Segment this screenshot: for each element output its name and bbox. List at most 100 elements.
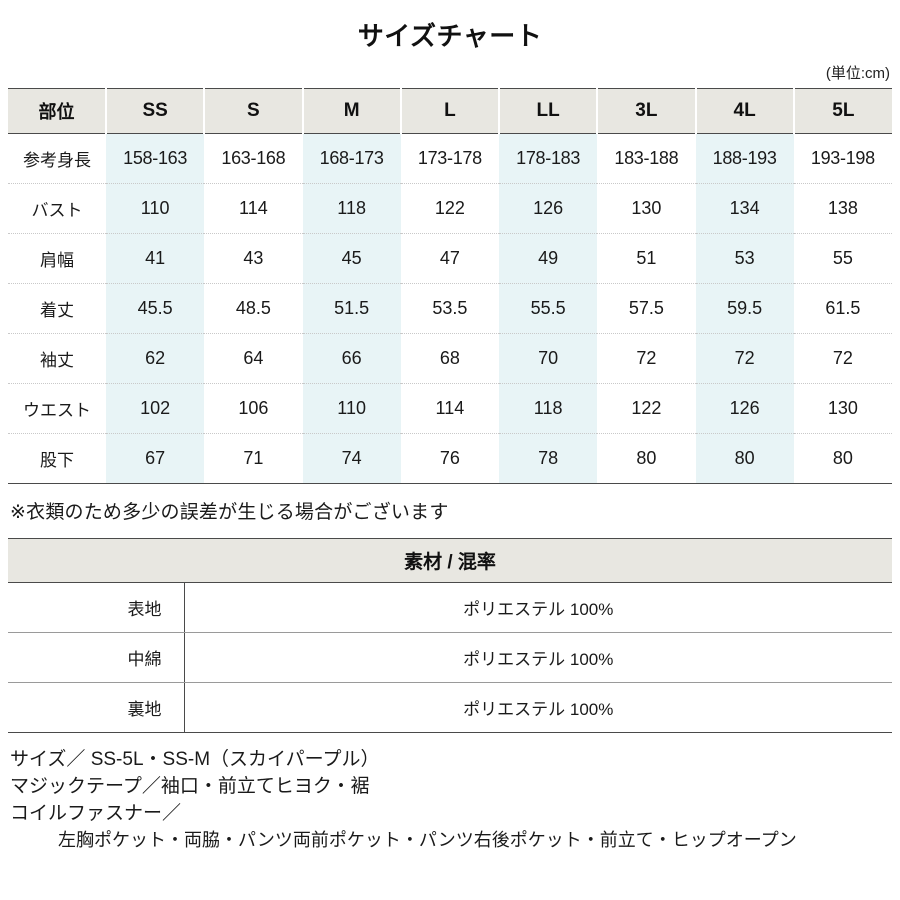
material-header-row: 素材 / 混率: [8, 538, 892, 583]
table-row: 着丈 45.5 48.5 51.5 53.5 55.5 57.5 59.5 61…: [8, 283, 892, 334]
cell-value: 102: [106, 383, 205, 434]
cell-value: 110: [302, 383, 401, 434]
table-row: 参考身長 158-163 163-168 168-173 173-178 178…: [8, 133, 892, 184]
cell-value: 57.5: [597, 283, 696, 334]
cell-value: 158-163: [106, 133, 205, 184]
cell-value: 122: [400, 183, 499, 234]
cell-value: 183-188: [597, 133, 696, 184]
cell-value: 130: [793, 383, 892, 434]
material-key: 裏地: [8, 682, 185, 733]
cell-value: 126: [695, 383, 794, 434]
cell-value: 126: [499, 183, 598, 234]
material-key: 表地: [8, 582, 185, 633]
cell-value: 74: [302, 433, 401, 484]
cell-value: 78: [499, 433, 598, 484]
material-header: 素材 / 混率: [8, 538, 892, 583]
cell-value: 110: [106, 183, 205, 234]
cell-value: 80: [832, 447, 853, 468]
cell-value: 173-178: [400, 133, 499, 184]
cell-value: 178-183: [499, 133, 598, 184]
spec-line-coil-fastener: コイルファスナー／: [10, 802, 182, 824]
material-key: 中綿: [8, 632, 185, 683]
material-body: 表地 ポリエステル 100% 中綿 ポリエステル 100% 裏地 ポリエステル …: [8, 582, 892, 733]
cell-value: 66: [302, 333, 401, 384]
cell-value: 118: [499, 383, 598, 434]
cell-value: 68: [400, 333, 499, 384]
cell-value: 61.5: [793, 283, 892, 334]
cell-value: 163-168: [204, 133, 303, 184]
table-row: 表地 ポリエステル 100%: [8, 582, 892, 633]
column-header-l: L: [400, 88, 501, 134]
material-value: ポリエステル 100%: [184, 582, 892, 633]
size-chart-table: 部位 SS S M L LL 3L 4L 5L 参考身長 158-163 163…: [8, 87, 892, 484]
cell-value: 80: [695, 433, 794, 484]
cell-value: 80: [636, 447, 657, 468]
cell-value: 114: [204, 183, 303, 234]
caution-note: ※衣類のため多少の誤差が生じる場合がございます: [10, 501, 449, 523]
cell-value: 64: [204, 333, 303, 384]
cell-value: 53: [695, 233, 794, 284]
row-label: 股下: [40, 450, 74, 470]
cell-value: 72: [695, 333, 794, 384]
cell-value: 53.5: [400, 283, 499, 334]
row-label: 袖丈: [8, 333, 106, 384]
unit-note: (単位:cm): [825, 64, 890, 82]
material-value: ポリエステル 100%: [463, 699, 614, 719]
spec-line-magic-tape: マジックテープ／袖口・前立てヒヨク・裾: [10, 775, 370, 797]
cell-value: 72: [793, 333, 892, 384]
column-header-ll: LL: [499, 88, 599, 134]
table-row: 股下 67 71 74 76 78 80 80 80: [8, 433, 892, 484]
column-header-4l: 4L: [695, 88, 795, 134]
cell-value: 134: [695, 183, 794, 234]
cell-value: 51.5: [302, 283, 401, 334]
cell-value: 48.5: [204, 283, 303, 334]
cell-value: 114: [400, 383, 499, 434]
table-row: 裏地 ポリエステル 100%: [8, 682, 892, 733]
column-header-5l: 5L: [793, 88, 892, 134]
cell-value: 70: [499, 333, 598, 384]
cell-value: 72: [597, 333, 696, 384]
row-label: 参考身長: [8, 133, 106, 184]
cell-value: 62: [106, 333, 205, 384]
column-header-3l: 3L: [597, 88, 697, 134]
size-chart-body: 参考身長 158-163 163-168 168-173 173-178 178…: [8, 133, 892, 484]
cell-value: 106: [204, 383, 303, 434]
row-label: 肩幅: [8, 233, 106, 284]
column-header-ss: SS: [106, 88, 206, 134]
cell-value: 76: [439, 447, 460, 468]
cell-value: 55.5: [499, 283, 598, 334]
row-label: バスト: [8, 183, 106, 234]
cell-value: 43: [204, 233, 303, 284]
cell-value: 130: [597, 183, 696, 234]
table-row: ウエスト 102 106 110 114 118 122 126 130: [8, 383, 892, 434]
cell-value: 41: [106, 233, 205, 284]
row-label: ウエスト: [8, 383, 106, 434]
cell-value: 51: [597, 233, 696, 284]
cell-value: 49: [499, 233, 598, 284]
row-label: 着丈: [8, 283, 106, 334]
cell-value: 45: [302, 233, 401, 284]
table-row: 中綿 ポリエステル 100%: [8, 632, 892, 683]
table-row: 袖丈 62 64 66 68 70 72 72 72: [8, 333, 892, 384]
cell-value: 168-173: [302, 133, 401, 184]
material-composition-table: 素材 / 混率 表地 ポリエステル 100% 中綿 ポリエステル 100% 裏地…: [8, 537, 892, 733]
table-row: バスト 110 114 118 122 126 130 134 138: [8, 183, 892, 234]
cell-value: 59.5: [695, 283, 794, 334]
table-row: 肩幅 41 43 45 47 49 51 53 55: [8, 233, 892, 284]
cell-value: 71: [243, 447, 264, 468]
cell-value: 55: [793, 233, 892, 284]
cell-value: 67: [106, 433, 205, 484]
cell-value: 122: [597, 383, 696, 434]
spec-line-pockets: 左胸ポケット・両脇・パンツ両前ポケット・パンツ右後ポケット・前立て・ヒップオープ…: [58, 829, 797, 850]
size-chart-header-row: 部位 SS S M L LL 3L 4L 5L: [8, 88, 892, 134]
spec-description: サイズ／ SS-5L・SS-M（スカイパープル） マジックテープ／袖口・前立てヒ…: [8, 733, 892, 853]
cell-value: 138: [793, 183, 892, 234]
column-header-s: S: [204, 88, 304, 134]
column-header-part: 部位: [8, 88, 107, 134]
cell-value: 188-193: [695, 133, 794, 184]
page-title: サイズチャート: [357, 21, 543, 51]
spec-line-size: サイズ／ SS-5L・SS-M（スカイパープル）: [10, 748, 380, 770]
cell-value: 118: [302, 183, 401, 234]
cell-value: 45.5: [106, 283, 205, 334]
